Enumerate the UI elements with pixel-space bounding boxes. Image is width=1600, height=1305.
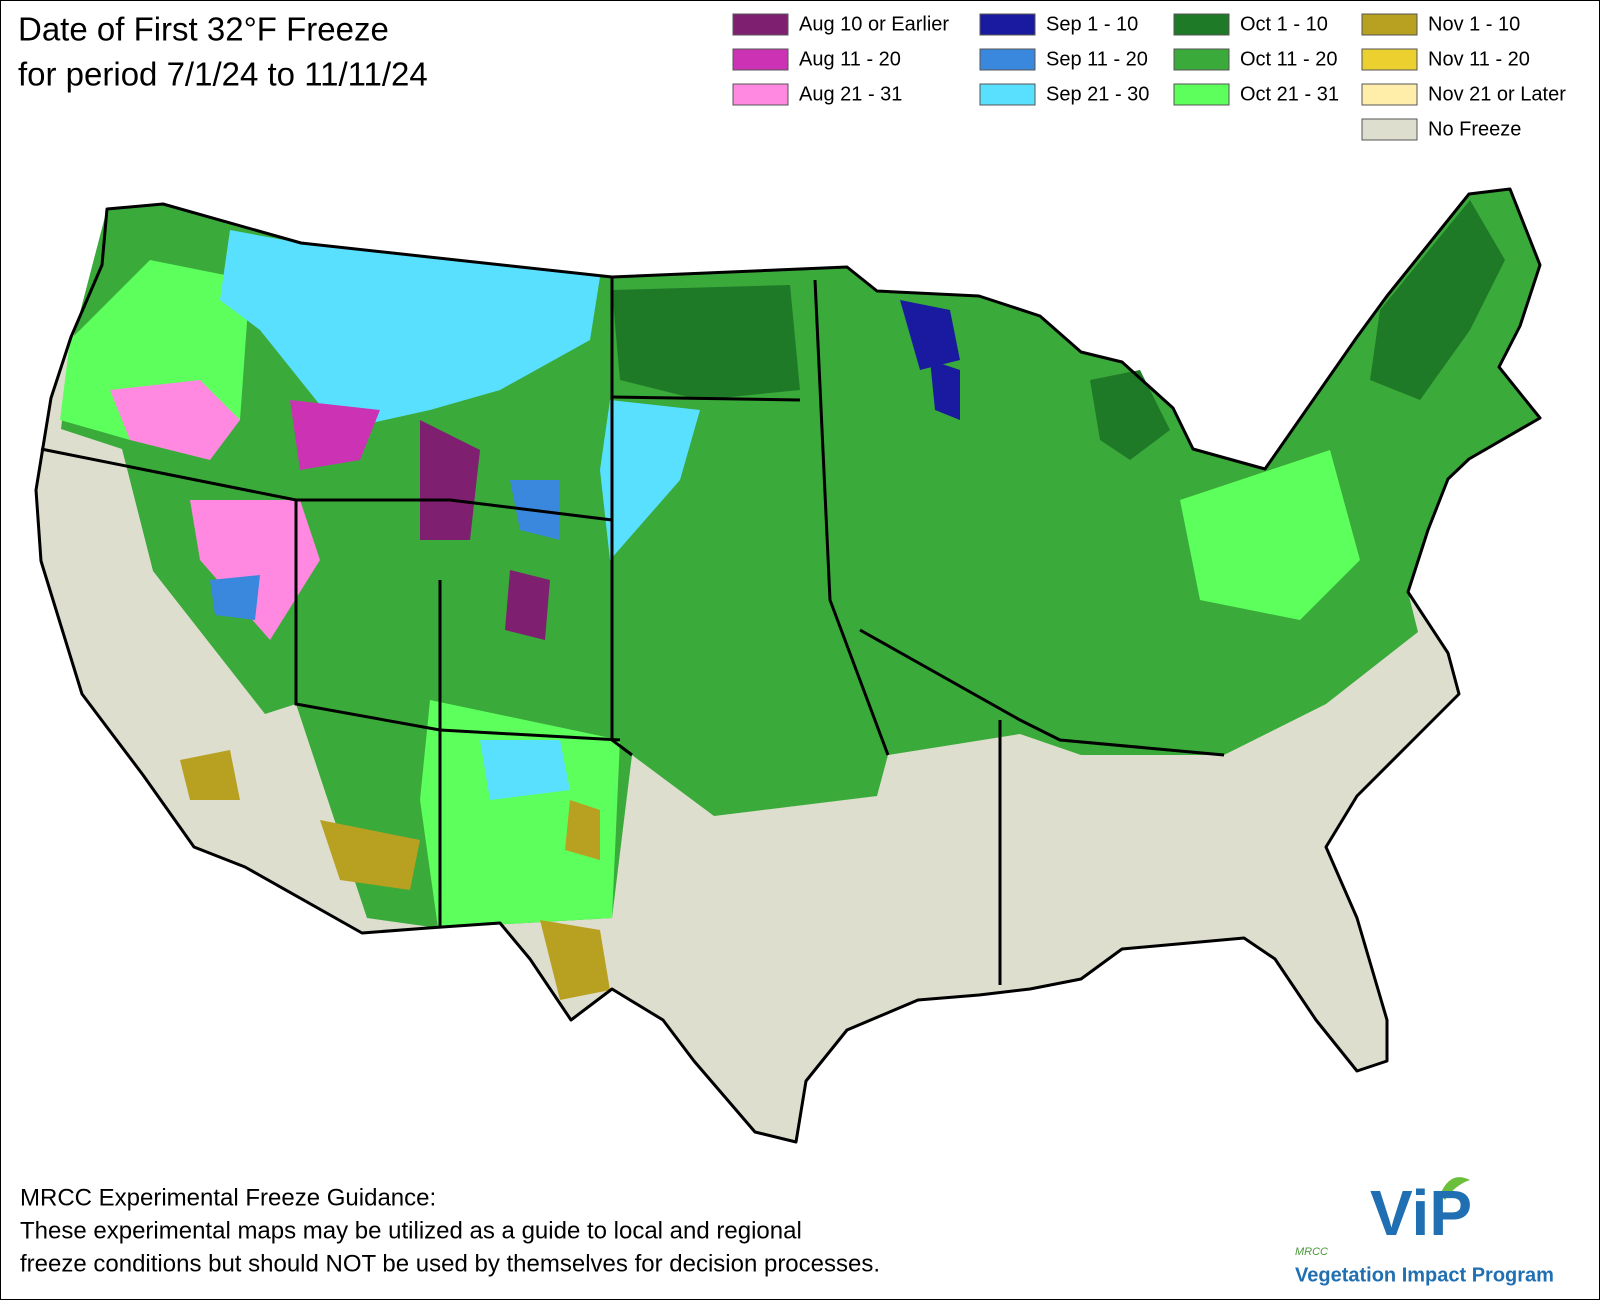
freeze-zone	[565, 800, 600, 860]
logo: ViP MRCC Vegetation Impact Program	[1295, 1177, 1554, 1286]
legend-label: Sep 11 - 20	[1046, 48, 1148, 70]
legend-swatch	[1361, 13, 1418, 36]
freeze-zone	[320, 820, 420, 890]
logo-name: Vegetation Impact Program	[1295, 1264, 1554, 1286]
legend-label: Oct 1 - 10	[1240, 13, 1328, 35]
legend-label: Sep 21 - 30	[1046, 83, 1149, 105]
legend-swatch	[1361, 83, 1418, 106]
freeze-zone	[505, 570, 550, 640]
state-line	[294, 500, 621, 742]
legend-swatch	[979, 13, 1036, 36]
freeze-zone	[612, 285, 800, 400]
state-line	[40, 447, 613, 522]
legend-label: Oct 11 - 20	[1240, 48, 1337, 70]
freeze-zone	[220, 230, 600, 430]
legend-label: Nov 1 - 10	[1428, 13, 1520, 35]
legend-label: Aug 11 - 20	[799, 48, 901, 70]
legend-swatch	[979, 48, 1036, 71]
state-line	[859, 628, 1225, 757]
logo-leaf	[1440, 1177, 1470, 1200]
freeze-zone	[180, 750, 240, 800]
map-subtitle: for period 7/1/24 to 11/11/24	[18, 56, 428, 93]
state-line	[813, 279, 890, 756]
freeze-zone	[930, 360, 960, 420]
legend-swatch	[732, 13, 789, 36]
legend-label: Aug 21 - 31	[799, 83, 902, 105]
freeze-zone	[480, 740, 570, 800]
freeze-zone	[420, 700, 620, 928]
legend-swatch	[732, 83, 789, 106]
legend-swatch	[1361, 118, 1418, 141]
freeze-zone	[210, 575, 260, 620]
freeze-zone	[420, 420, 480, 540]
legend-label: Oct 21 - 31	[1240, 83, 1339, 105]
map	[34, 187, 1542, 1144]
legend-swatch	[1173, 13, 1230, 36]
legend-swatch	[1361, 48, 1418, 71]
footer-line: These experimental maps may be utilized …	[20, 1217, 802, 1244]
legend: Aug 10 or Earlier Aug 11 - 20 Aug 21 - 31 S…	[732, 13, 1566, 141]
legend-swatch	[979, 83, 1036, 106]
freeze-zone	[540, 920, 610, 1000]
freeze-zone	[110, 380, 240, 460]
freeze-zone	[600, 400, 700, 560]
state-lines	[40, 277, 1225, 985]
legend-label: No Freeze	[1428, 118, 1521, 140]
logo-mark: ViP	[1370, 1177, 1472, 1249]
map-title: Date of First 32°F Freeze	[18, 11, 389, 48]
state-line	[611, 395, 801, 402]
legend-swatch	[1173, 48, 1230, 71]
legend-swatch	[1173, 83, 1230, 106]
legend-label: Nov 21 or Later	[1428, 83, 1566, 105]
freeze-zone	[1180, 450, 1360, 620]
coast-outline	[34, 187, 1542, 1144]
freeze-zone	[900, 300, 960, 370]
footer-line: freeze conditions but should NOT be used…	[20, 1250, 880, 1277]
legend-label: Nov 11 - 20	[1428, 48, 1530, 70]
freeze-zone	[190, 500, 320, 640]
legend-label: Aug 10 or Earlier	[799, 13, 949, 35]
freeze-zone	[1090, 370, 1170, 460]
freeze-zone	[290, 400, 380, 470]
footer-heading: MRCC Experimental Freeze Guidance:	[20, 1184, 436, 1211]
legend-label: Sep 1 - 10	[1046, 13, 1138, 35]
freeze-zone	[1370, 200, 1505, 400]
logo-small: MRCC	[1295, 1246, 1328, 1258]
legend-swatch	[732, 48, 789, 71]
